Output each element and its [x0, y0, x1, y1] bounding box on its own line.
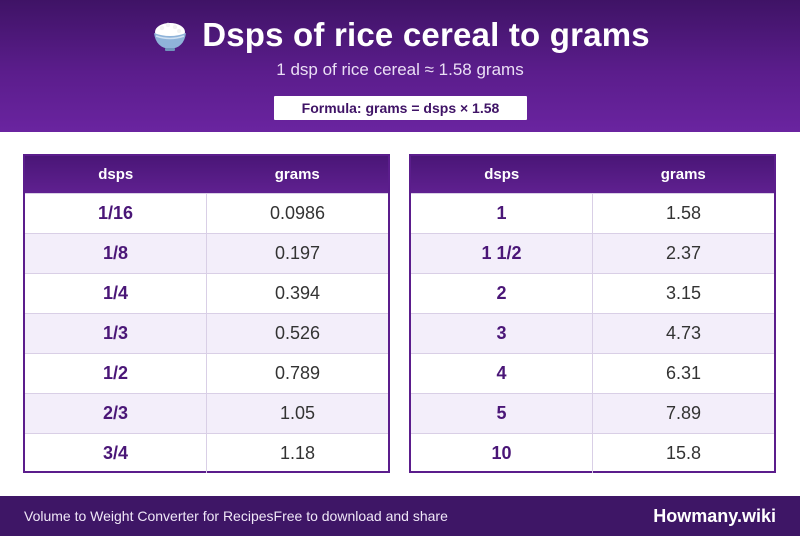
- column-header-grams: grams: [592, 156, 774, 193]
- dsps-cell: 4: [411, 352, 593, 393]
- table-row: 1/4 0.394: [25, 272, 388, 313]
- footer-converter-label: Volume to Weight Converter for Recipes: [24, 508, 274, 524]
- formula-badge: Formula: grams = dsps × 1.58: [274, 96, 527, 120]
- table-row: 3 4.73: [411, 312, 774, 353]
- dsps-cell: 2: [411, 272, 593, 313]
- table-row: 1 1/2 2.37: [411, 232, 774, 273]
- conversion-table-right: dsps grams 1 1.58 1 1/2 2.37 2 3.15 3 4.73 4…: [409, 154, 776, 473]
- grams-cell: 1.58: [592, 192, 774, 233]
- dsps-cell: 2/3: [25, 392, 207, 433]
- page-title: Dsps of rice cereal to grams: [202, 16, 650, 53]
- table-row: 4 6.31: [411, 352, 774, 393]
- table-row: 1/2 0.789: [25, 352, 388, 393]
- dsps-cell: 1: [411, 192, 593, 233]
- dsps-cell: 3: [411, 312, 593, 353]
- grams-cell: 1.18: [206, 432, 388, 473]
- grams-cell: 3.15: [592, 272, 774, 313]
- table-row: 1 1.58: [411, 192, 774, 233]
- grams-cell: 0.789: [206, 352, 388, 393]
- dsps-cell: 10: [411, 432, 593, 473]
- conversion-table-left: dsps grams 1/16 0.0986 1/8 0.197 1/4 0.394 …: [23, 154, 390, 473]
- table-row: 2 3.15: [411, 272, 774, 313]
- grams-cell: 6.31: [592, 352, 774, 393]
- title-row: Dsps of rice cereal to grams: [0, 14, 800, 56]
- column-header-dsps: dsps: [25, 156, 207, 193]
- column-header-grams: grams: [206, 156, 388, 193]
- column-header-dsps: dsps: [411, 156, 593, 193]
- table-row: 3/4 1.18: [25, 432, 388, 473]
- grams-cell: 15.8: [592, 432, 774, 473]
- table-row: 1/3 0.526: [25, 312, 388, 353]
- footer-bar: Volume to Weight Converter for Recipes Fr…: [0, 496, 800, 536]
- table-row: 1/8 0.197: [25, 232, 388, 273]
- grams-cell: 0.526: [206, 312, 388, 353]
- table-row: 10 15.8: [411, 432, 774, 473]
- table-row: 5 7.89: [411, 392, 774, 433]
- grams-cell: 1.05: [206, 392, 388, 433]
- footer-share-label: Free to download and share: [273, 508, 448, 524]
- footer-text: Volume to Weight Converter for Recipes Fr…: [24, 496, 448, 536]
- dsps-cell: 1/8: [25, 232, 207, 273]
- page-subtitle: 1 dsp of rice cereal ≈ 1.58 grams: [276, 60, 524, 79]
- grams-cell: 0.197: [206, 232, 388, 273]
- table-row: 2/3 1.05: [25, 392, 388, 433]
- grams-cell: 4.73: [592, 312, 774, 353]
- grams-cell: 2.37: [592, 232, 774, 273]
- dsps-cell: 1/3: [25, 312, 207, 353]
- dsps-cell: 5: [411, 392, 593, 433]
- table-row: 1/16 0.0986: [25, 192, 388, 233]
- dsps-cell: 1/4: [25, 272, 207, 313]
- dsps-cell: 1/16: [25, 192, 207, 233]
- dsps-cell: 1/2: [25, 352, 207, 393]
- header-banner: Dsps of rice cereal to grams 1 dsp of ri…: [0, 0, 800, 132]
- dsps-cell: 3/4: [25, 432, 207, 473]
- grams-cell: 0.0986: [206, 192, 388, 233]
- dsps-cell: 1 1/2: [411, 232, 593, 273]
- grams-cell: 7.89: [592, 392, 774, 433]
- grams-cell: 0.394: [206, 272, 388, 313]
- rice-bowl-icon: [150, 15, 190, 55]
- brand-logo-text: Howmany.wiki: [653, 505, 776, 526]
